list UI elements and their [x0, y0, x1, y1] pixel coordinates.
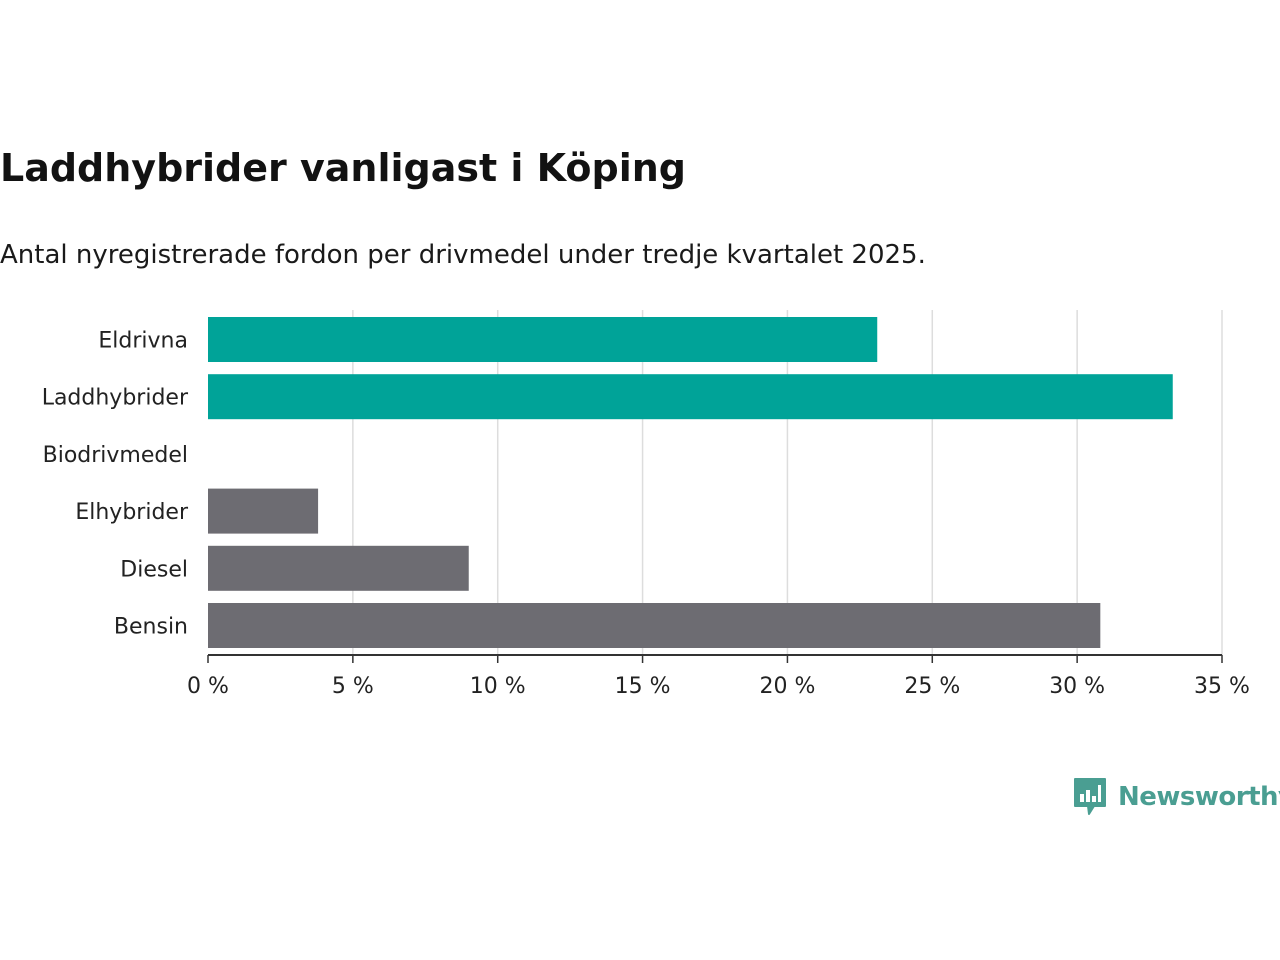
- bar-laddhybrider: [208, 374, 1173, 420]
- category-label: Eldrivna: [98, 329, 188, 354]
- x-tick-label: 10 %: [470, 674, 526, 699]
- newsworthy-logo: Newsworthy: [1072, 776, 1280, 818]
- x-axis: 0 % 5 % 10 % 15 % 20 % 25 % 30 % 35 %: [187, 654, 1250, 699]
- x-tick-label: 5 %: [332, 674, 374, 699]
- bars: [208, 317, 1173, 648]
- chart-subtitle: Antal nyregistrerade fordon per drivmede…: [0, 240, 926, 270]
- x-tick-label: 25 %: [904, 674, 960, 699]
- bar-bensin: [208, 603, 1101, 648]
- category-label: Laddhybrider: [42, 386, 189, 411]
- bar-eldrivna: [208, 317, 878, 362]
- grid-lines: [352, 310, 1223, 655]
- chart-title: Laddhybrider vanligast i Köping: [0, 146, 686, 190]
- x-tick-label: 0 %: [187, 674, 229, 699]
- category-label: Diesel: [120, 557, 188, 582]
- bar-diesel: [208, 545, 469, 591]
- brand-name: Newsworthy: [1118, 782, 1280, 812]
- x-tick-label: 15 %: [615, 674, 671, 699]
- category-labels: Eldrivna Laddhybrider Biodrivmedel Elhybrid…: [42, 329, 189, 640]
- x-tick-label: 20 %: [759, 674, 815, 699]
- bar-chart-logo-icon: [1074, 778, 1106, 815]
- x-tick-label: 30 %: [1049, 674, 1105, 699]
- category-label: Elhybrider: [75, 500, 189, 525]
- x-tick-label: 35 %: [1194, 674, 1250, 699]
- category-label: Bensin: [114, 615, 188, 640]
- category-label: Biodrivmedel: [43, 443, 188, 468]
- bar-elhybrider: [208, 488, 319, 534]
